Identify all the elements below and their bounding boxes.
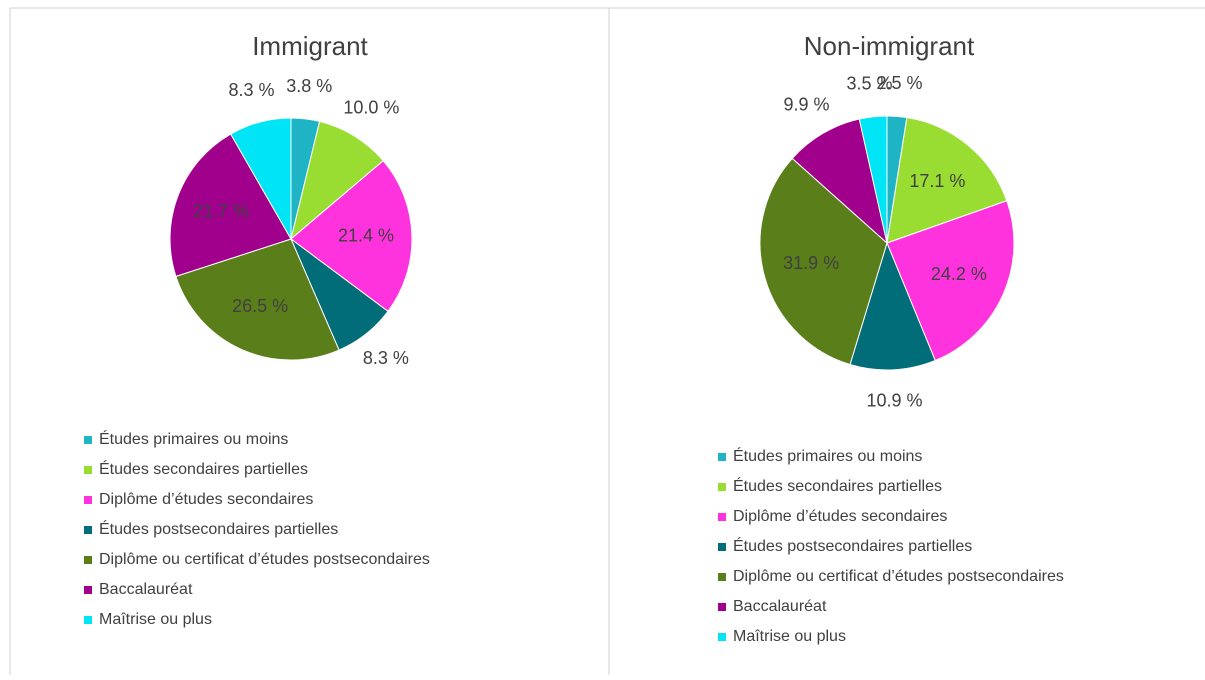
legend-label: Diplôme d’études secondaires	[99, 491, 313, 508]
data-label: 2.5 %	[876, 73, 922, 93]
data-label: 31.9 %	[783, 253, 839, 273]
legend-swatch	[84, 556, 92, 564]
legend-label: Études secondaires partielles	[99, 459, 308, 478]
legend-swatch	[718, 543, 726, 551]
legend-swatch	[84, 496, 92, 504]
legend-swatch	[84, 526, 92, 534]
data-label: 17.1 %	[909, 171, 965, 191]
data-label: 26.5 %	[232, 296, 288, 316]
legend-swatch	[84, 586, 92, 594]
chart-title: Immigrant	[252, 31, 368, 61]
legend-label: Maîtrise ou plus	[99, 611, 212, 628]
legend-label: Études postsecondaires partielles	[99, 519, 338, 538]
data-label: 9.9 %	[783, 95, 829, 115]
legend-swatch	[718, 453, 726, 461]
data-label: 8.3 %	[363, 348, 409, 368]
legend-label: Études primaires ou moins	[733, 446, 922, 465]
pie-slice	[886, 116, 1008, 244]
data-label: 21.7 %	[193, 201, 249, 221]
legend-swatch	[84, 436, 92, 444]
pie-slice	[169, 133, 292, 278]
chart-title: Non-immigrant	[804, 31, 975, 61]
data-label: 21.4 %	[338, 225, 394, 245]
legend-label: Diplôme ou certificat d’études postsecon…	[733, 568, 1064, 585]
legend-swatch	[718, 483, 726, 491]
legend-swatch	[718, 603, 726, 611]
legend-label: Études postsecondaires partielles	[733, 536, 972, 555]
pie-slice	[290, 120, 384, 241]
pie-slice	[759, 157, 888, 366]
pie-slice	[230, 117, 292, 241]
pie-slice	[290, 160, 413, 313]
pie-slice	[849, 241, 936, 371]
data-label: 10.0 %	[343, 98, 399, 118]
legend-label: Baccalauréat	[733, 598, 827, 615]
legend-label: Diplôme ou certificat d’études postsecon…	[99, 551, 430, 568]
legend-swatch	[718, 573, 726, 581]
data-label: 8.3 %	[229, 80, 275, 100]
legend-swatch	[718, 513, 726, 521]
data-label: 3.8 %	[286, 76, 332, 96]
legend-swatch	[84, 616, 92, 624]
legend-label: Études secondaires partielles	[733, 476, 942, 495]
legend-label: Maîtrise ou plus	[733, 628, 846, 645]
pie-slice	[886, 200, 1015, 362]
legend-label: Baccalauréat	[99, 581, 193, 598]
legend-swatch	[718, 633, 726, 641]
pie-slice	[791, 118, 888, 245]
legend-label: Diplôme d’études secondaires	[733, 508, 947, 525]
pie-slice	[175, 238, 340, 361]
data-label: 3.5 %	[847, 74, 893, 94]
pie-slice	[858, 115, 888, 244]
legend-label: Études primaires ou moins	[99, 429, 288, 448]
data-label: 10.9 %	[866, 391, 922, 411]
legend-swatch	[84, 466, 92, 474]
data-label: 24.2 %	[931, 264, 987, 284]
